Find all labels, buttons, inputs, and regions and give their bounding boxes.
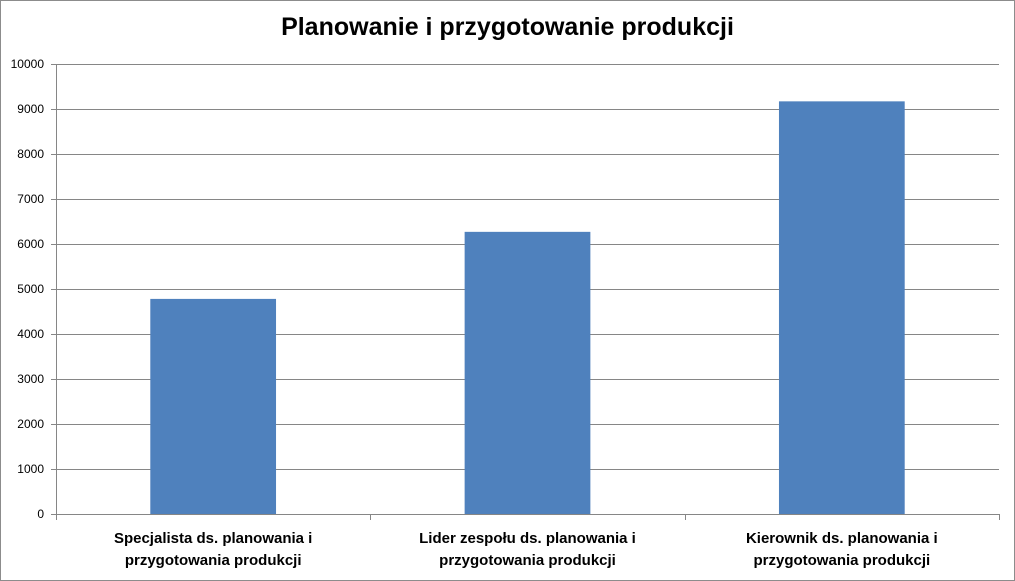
x-tick-label-line: przygotowania produkcji [439,552,616,569]
x-tick-label-line: Lider zespołu ds. planowania i [419,530,636,547]
bar [464,231,591,514]
y-tick-label: 0 [37,507,44,521]
y-tick-label: 5000 [17,282,44,296]
y-tick-label: 9000 [17,102,44,116]
x-tick-label: Kierownik ds. planowania i przygotowania … [692,528,992,572]
axes [51,64,1000,520]
x-tick-label-line: Specjalista ds. planowania i [113,530,313,547]
y-tick-label: 6000 [17,237,44,251]
y-tick-label: 7000 [17,192,44,206]
y-tick-label: 2000 [17,417,44,431]
x-tick-label-line: Kierownik ds. planowania i [745,530,938,547]
y-tick-labels: 0 1000 2000 3000 4000 5000 6000 7000 8000 9000 100… [11,57,45,521]
y-tick-label: 1000 [17,462,44,476]
bars [150,101,905,514]
x-tick-label-line: przygotowania produkcji [124,552,302,569]
x-tick-label: Lider zespołu ds. planowania i przygotowa… [378,528,678,572]
bar [778,101,905,514]
y-tick-label: 3000 [17,372,44,386]
y-tick-label: 4000 [17,327,44,341]
x-tick-label-line: przygotowania produkcji [753,552,931,569]
chart-title: Planowanie i przygotowanie produkcji [281,13,734,41]
x-tick-label: Specjalista ds. planowania i przygotowani… [63,528,363,572]
bar [150,298,277,514]
y-tick-label: 10000 [11,57,45,71]
y-tick-label: 8000 [17,147,44,161]
